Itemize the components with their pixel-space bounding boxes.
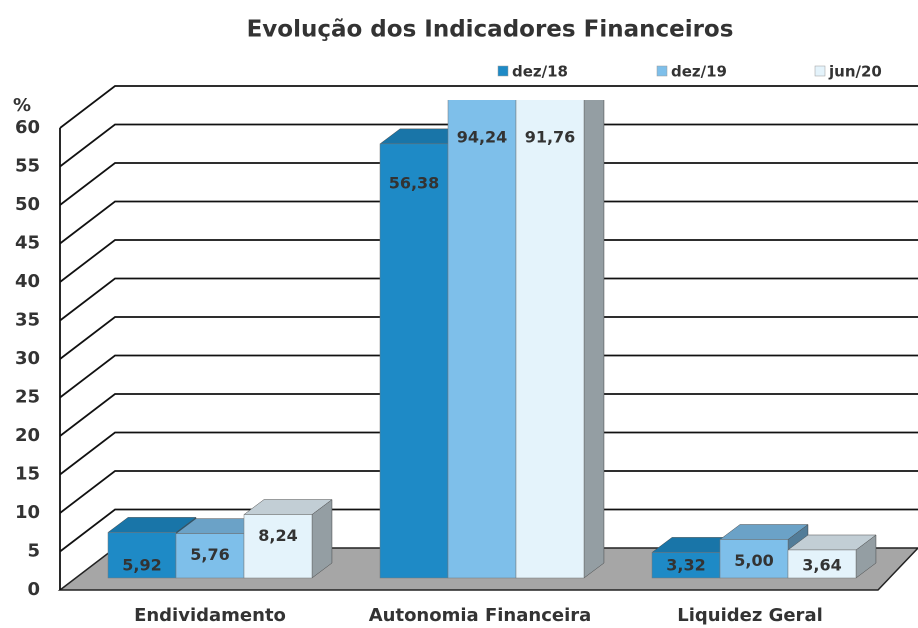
y-tick-label: 30 bbox=[15, 348, 40, 369]
y-tick-label: 55 bbox=[15, 156, 40, 177]
legend-swatch bbox=[656, 65, 668, 77]
y-tick-label: 40 bbox=[15, 271, 40, 292]
grid-line bbox=[59, 85, 918, 129]
bar-top-shade bbox=[788, 534, 876, 550]
grid-line bbox=[59, 123, 918, 168]
legend-swatch bbox=[814, 65, 826, 77]
legend-swatch bbox=[497, 65, 509, 77]
bar-top-shade bbox=[108, 517, 196, 533]
chart-title: Evolução dos Indicadores Financeiros bbox=[247, 17, 734, 43]
y-tick-label: 50 bbox=[15, 194, 40, 215]
bar bbox=[719, 539, 789, 579]
grid-line bbox=[59, 162, 918, 206]
bar-side-shade bbox=[312, 499, 332, 578]
y-tick-label: 0 bbox=[27, 579, 40, 600]
grid-line bbox=[59, 470, 918, 514]
legend-label: jun/20 bbox=[828, 63, 882, 81]
y-tick-label: 5 bbox=[27, 541, 40, 562]
value-label: 56,38 bbox=[389, 173, 440, 192]
bar bbox=[787, 549, 857, 579]
grid-line bbox=[59, 316, 918, 360]
x-tick-label: Endividamento bbox=[134, 605, 286, 626]
y-tick-label: 15 bbox=[15, 464, 40, 485]
legend-label: dez/19 bbox=[671, 63, 727, 81]
bar bbox=[175, 533, 245, 579]
y-tick-label: 25 bbox=[15, 387, 40, 408]
value-label: 5,92 bbox=[122, 556, 161, 575]
grid-line bbox=[59, 354, 918, 399]
value-label: 5,76 bbox=[190, 545, 229, 564]
bar-top-shade bbox=[380, 128, 468, 144]
x-tick-label: Autonomia Financeira bbox=[369, 605, 592, 626]
bar bbox=[651, 552, 721, 579]
bar-top-shade bbox=[720, 524, 808, 540]
grid-line bbox=[59, 200, 918, 245]
grid-line bbox=[59, 431, 918, 476]
value-label: 3,64 bbox=[802, 556, 841, 575]
bar bbox=[243, 514, 313, 579]
bar-top-shade bbox=[244, 499, 332, 515]
bar-top-shade bbox=[176, 518, 264, 534]
bars bbox=[107, 100, 877, 579]
value-label: 91,76 bbox=[525, 128, 576, 147]
x-tick-label: Liquidez Geral bbox=[677, 605, 823, 626]
bar bbox=[447, 100, 517, 579]
value-label: 94,24 bbox=[457, 128, 508, 147]
value-label: 3,32 bbox=[666, 556, 705, 575]
y-tick-label: 45 bbox=[15, 233, 40, 254]
y-tick-label: 35 bbox=[15, 310, 40, 331]
y-tick-label: 60 bbox=[15, 117, 40, 138]
bar-top-shade bbox=[652, 537, 740, 553]
bar bbox=[107, 532, 177, 579]
bar-side-shade bbox=[584, 100, 604, 578]
y-tick-label: 10 bbox=[15, 502, 40, 523]
grid-line bbox=[59, 508, 918, 553]
grid-line bbox=[59, 277, 918, 322]
bar bbox=[379, 143, 449, 579]
y-axis-label: % bbox=[13, 95, 31, 116]
value-label: 8,24 bbox=[258, 526, 297, 545]
grid-line bbox=[59, 393, 918, 437]
legend-label: dez/18 bbox=[512, 63, 568, 81]
value-label: 5,00 bbox=[734, 551, 773, 570]
y-tick-label: 20 bbox=[15, 425, 40, 446]
bar-side-shade bbox=[856, 534, 876, 578]
bar bbox=[515, 100, 585, 579]
grid-line bbox=[59, 239, 918, 283]
